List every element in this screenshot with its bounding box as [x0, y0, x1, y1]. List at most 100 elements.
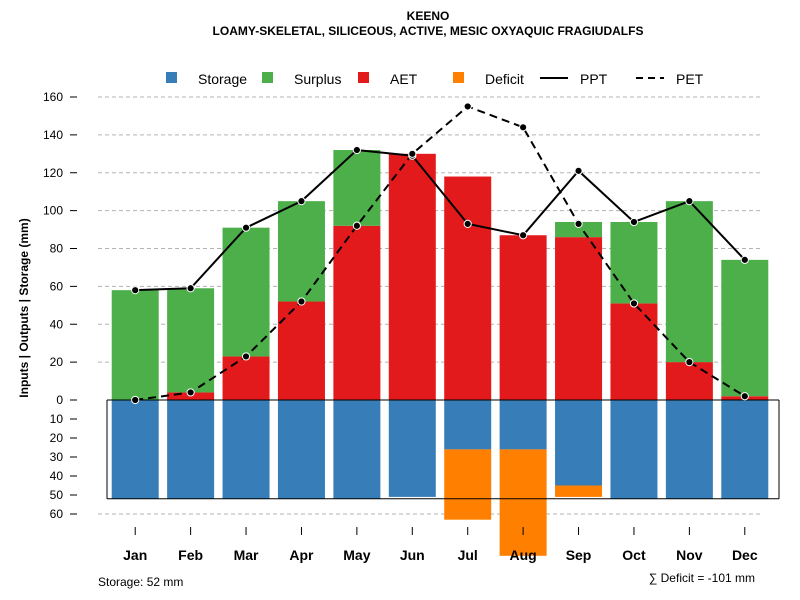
point-ppt-mar	[241, 223, 251, 232]
legend-label-ppt: PPT	[580, 71, 608, 87]
bar-aet-aug	[499, 235, 547, 400]
chart-title: KEENO	[407, 9, 450, 23]
bar-storage-jun	[388, 400, 436, 497]
bar-storage-oct	[610, 400, 658, 499]
bar-surplus-feb	[167, 288, 215, 393]
line-ppt	[135, 148, 746, 292]
bar-deficit-sep	[555, 485, 603, 497]
line-pet	[135, 105, 746, 401]
y-tick-label-80: 80	[50, 242, 64, 256]
point-ppt-sep	[574, 166, 583, 175]
x-tick-label-jun: Jun	[400, 547, 425, 563]
y-tick-label-lower-30: 30	[50, 450, 64, 464]
legend-label-deficit: Deficit	[485, 71, 524, 87]
y-tick-label-lower-60: 60	[50, 507, 64, 521]
y-tick-label-lower-20: 20	[50, 431, 64, 445]
bar-deficit-jul	[444, 449, 492, 520]
y-tick-label-60: 60	[50, 279, 64, 293]
x-axis: Jan Feb Mar Apr May Jun Jul Aug Sep Oct Nov Dec	[123, 527, 758, 563]
bar-deficit-aug	[499, 449, 547, 556]
point-ppt-nov	[685, 197, 694, 206]
bar-storage-aug	[499, 400, 547, 450]
bar-aet-nov	[665, 362, 713, 400]
bar-storage-may	[333, 400, 381, 499]
bar-aet-sep	[555, 237, 603, 400]
bar-aet-may	[333, 225, 381, 400]
legend-label-surplus: Surplus	[294, 71, 341, 87]
bar-storage-mar	[222, 400, 270, 499]
y-axis: 0 20 40 60 80 100 120 140 160 10 20 30 40 50 60	[43, 90, 77, 521]
legend-swatch-storage	[166, 72, 177, 83]
x-tick-label-sep: Sep	[566, 547, 592, 563]
point-ppt-oct	[629, 217, 639, 227]
legend-label-aet: AET	[390, 71, 418, 87]
point-pet-nov	[685, 358, 694, 367]
y-tick-label-lower-40: 40	[50, 469, 64, 483]
bar-surplus-apr	[277, 201, 325, 302]
y-tick-label-140: 140	[43, 128, 63, 142]
bar-surplus-dec	[721, 259, 769, 397]
point-pet-sep	[574, 219, 583, 228]
bar-surplus-jan	[111, 290, 159, 400]
point-pet-mar	[241, 352, 251, 361]
bars	[111, 150, 769, 556]
bar-aet-jun	[388, 153, 436, 400]
y-tick-label-160: 160	[43, 90, 63, 104]
point-ppt-dec	[740, 255, 749, 264]
x-tick-label-aug: Aug	[510, 547, 537, 563]
legend-swatch-deficit	[453, 72, 464, 83]
point-pet-aug	[519, 123, 528, 132]
point-pet-oct	[629, 299, 639, 308]
y-tick-label-20: 20	[50, 355, 64, 369]
bar-aet-apr	[277, 301, 325, 400]
bar-storage-sep	[555, 400, 603, 486]
point-ppt-may	[352, 145, 361, 155]
bar-storage-nov	[665, 400, 713, 499]
x-tick-label-apr: Apr	[289, 547, 314, 563]
bar-aet-mar	[222, 356, 270, 400]
bar-surplus-nov	[665, 201, 713, 363]
x-tick-label-oct: Oct	[622, 547, 646, 563]
storage-note: Storage: 52 mm	[98, 575, 183, 589]
point-pet-jul	[463, 102, 472, 111]
y-tick-label-lower-10: 10	[50, 412, 64, 426]
point-ppt-aug	[519, 231, 528, 240]
x-tick-label-jan: Jan	[123, 547, 147, 563]
point-pet-jan	[131, 395, 140, 405]
bar-storage-dec	[721, 400, 769, 499]
bar-aet-jul	[444, 176, 492, 400]
point-pet-may	[352, 221, 361, 230]
legend-swatch-aet	[358, 72, 369, 83]
point-ppt-apr	[297, 197, 306, 206]
x-tick-label-may: May	[343, 547, 370, 563]
bar-surplus-mar	[222, 227, 270, 357]
bar-storage-apr	[277, 400, 325, 499]
bar-storage-jul	[444, 400, 492, 450]
point-ppt-jan	[131, 286, 140, 295]
bar-storage-jan	[111, 400, 159, 499]
bar-aet-oct	[610, 303, 658, 400]
point-pet-dec	[740, 392, 749, 401]
point-ppt-jul	[463, 219, 472, 228]
deficit-note: ∑ Deficit = -101 mm	[649, 571, 755, 585]
bar-surplus-sep	[555, 221, 603, 238]
y-axis-label: Inputs | Outputs | Storage (mm)	[17, 218, 31, 397]
point-pet-jun	[408, 149, 417, 158]
point-ppt-feb	[186, 284, 195, 293]
legend-label-pet: PET	[676, 71, 704, 87]
legend-swatch-surplus	[262, 72, 273, 83]
y-tick-label-40: 40	[50, 317, 64, 331]
legend-label-storage: Storage	[198, 71, 247, 87]
bar-surplus-may	[333, 150, 381, 226]
y-tick-label-lower-50: 50	[50, 488, 64, 502]
x-tick-label-dec: Dec	[732, 547, 758, 563]
series-lines	[106, 102, 780, 500]
x-tick-label-mar: Mar	[234, 547, 259, 563]
bar-surplus-oct	[610, 221, 658, 304]
legend: Storage Surplus AET Deficit PPT PET	[166, 71, 704, 87]
y-tick-label-100: 100	[43, 204, 63, 218]
x-tick-label-feb: Feb	[178, 547, 203, 563]
chart-subtitle: LOAMY-SKELETAL, SILICEOUS, ACTIVE, MESIC…	[213, 24, 644, 38]
bar-storage-feb	[167, 400, 215, 499]
